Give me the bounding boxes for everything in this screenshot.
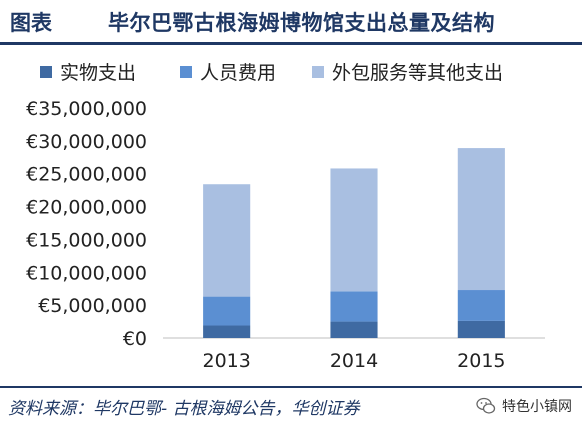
- legend-item-personnel: 人员费用: [180, 58, 276, 85]
- watermark: 特色小镇网: [476, 396, 572, 416]
- bar-2014-outsourcing: [330, 168, 378, 292]
- y-tick-label: €35,000,000: [26, 98, 147, 120]
- stacked-bar-chart: €0 €5,000,000 €10,000,000 €15,000,000 €20,00…: [26, 98, 545, 372]
- legend-swatch-personnel: [180, 65, 192, 78]
- bar-2013-outsourcing: [203, 184, 251, 297]
- bars: [203, 148, 505, 338]
- legend-item-outsourcing: 外包服务等其他支出: [312, 58, 503, 85]
- y-tick-label: €0: [123, 328, 147, 350]
- x-tick-label: 2015: [457, 350, 505, 372]
- bar-2013-physical: [203, 325, 251, 338]
- y-tick-label: €30,000,000: [26, 131, 147, 153]
- bar-2015-physical: [457, 320, 505, 338]
- legend-swatch-outsourcing: [312, 65, 324, 78]
- source-divider: [0, 386, 582, 388]
- y-tick-label: €20,000,000: [26, 197, 147, 219]
- chart-title: 毕尔巴鄂古根海姆博物馆支出总量及结构: [108, 11, 495, 35]
- bar-2013-personnel: [203, 296, 251, 326]
- x-axis-ticks: 2013 2014 2015: [202, 350, 505, 372]
- y-tick-label: €25,000,000: [26, 164, 147, 186]
- bar-2014-personnel: [330, 291, 378, 322]
- x-tick-label: 2013: [202, 350, 250, 372]
- x-tick-label: 2014: [330, 350, 378, 372]
- legend-swatch-physical: [40, 65, 52, 78]
- legend: 实物支出 人员费用 外包服务等其他支出: [0, 58, 582, 88]
- bar-2014-physical: [330, 321, 378, 338]
- legend-item-physical: 实物支出: [40, 58, 136, 85]
- y-axis-ticks: €0 €5,000,000 €10,000,000 €15,000,000 €20,00…: [26, 98, 147, 350]
- y-tick-label: €10,000,000: [26, 262, 147, 284]
- bar-2015-personnel: [457, 290, 505, 321]
- legend-label-personnel: 人员费用: [200, 62, 277, 84]
- legend-label-physical: 实物支出: [60, 62, 137, 84]
- y-tick-label: €5,000,000: [38, 295, 147, 317]
- header-divider: [0, 42, 582, 45]
- y-tick-label: €15,000,000: [26, 229, 147, 251]
- watermark-text: 特色小镇网: [502, 399, 572, 415]
- source-note: 资料来源：毕尔巴鄂- 古根海姆公告，华创证券: [8, 399, 360, 419]
- wechat-icon: [476, 397, 496, 414]
- legend-label-outsourcing: 外包服务等其他支出: [332, 62, 504, 84]
- figure-label: 图表: [10, 11, 52, 35]
- bar-2015-outsourcing: [457, 148, 505, 291]
- chart-header: 图表 毕尔巴鄂古根海姆博物馆支出总量及结构: [0, 0, 582, 45]
